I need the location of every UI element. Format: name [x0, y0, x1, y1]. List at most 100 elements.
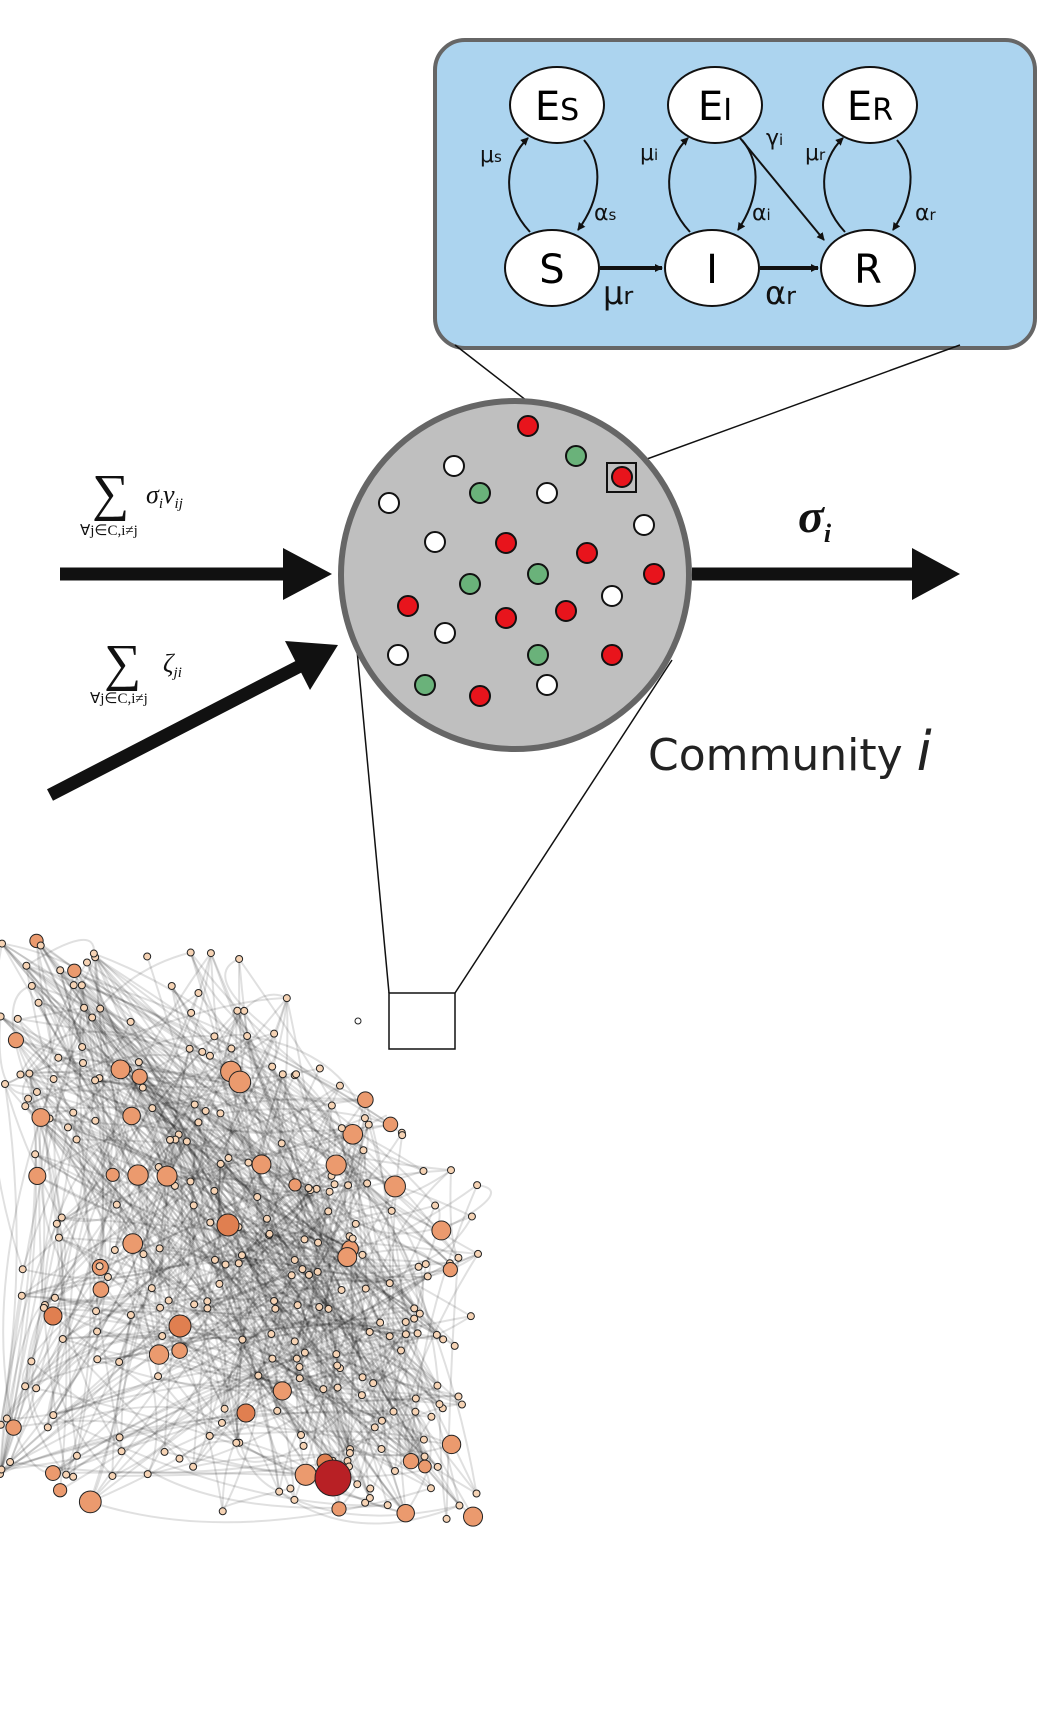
individual	[495, 607, 517, 629]
rate: μr	[603, 274, 633, 312]
network-node	[78, 1490, 102, 1514]
edge	[207, 1182, 369, 1303]
edge	[52, 1078, 208, 1303]
network-node	[7, 1032, 24, 1049]
network-node	[91, 1076, 100, 1085]
network-node	[342, 1124, 364, 1145]
edge	[93, 952, 244, 1340]
edge	[86, 962, 209, 1302]
edge	[127, 1068, 452, 1172]
edge	[55, 1223, 123, 1452]
network-node	[216, 1159, 225, 1168]
edge	[238, 1262, 322, 1320]
network-node	[268, 1354, 277, 1363]
edge	[273, 1300, 383, 1422]
network-node	[357, 1091, 374, 1109]
network-node	[292, 1354, 301, 1363]
edge	[294, 1340, 463, 1406]
network-node	[189, 1201, 198, 1210]
edge	[255, 1164, 305, 1447]
edge	[34, 1153, 351, 1250]
network-node	[117, 1447, 126, 1456]
network-node	[353, 1480, 362, 1489]
network-node	[52, 1219, 61, 1228]
edge	[72, 1276, 109, 1477]
edge	[4, 1083, 359, 1485]
edge	[62, 1338, 459, 1398]
network-node	[92, 1281, 110, 1298]
edge	[390, 1210, 424, 1314]
edge	[236, 1010, 341, 1509]
edge	[296, 1127, 343, 1270]
network-node	[201, 1107, 210, 1116]
edge	[246, 1035, 425, 1441]
network-node	[270, 1029, 279, 1038]
edge	[285, 997, 339, 1366]
edge	[170, 985, 222, 1114]
edge	[22, 1217, 268, 1280]
edge	[52, 1104, 196, 1416]
edge	[209, 952, 474, 1518]
network-node	[126, 1310, 135, 1319]
edge	[52, 1315, 472, 1474]
edge	[295, 1271, 328, 1360]
node-label: R	[854, 247, 882, 293]
edge	[235, 1010, 318, 1190]
edge	[67, 1126, 363, 1256]
edge	[65, 1112, 92, 1476]
edge	[36, 1175, 275, 1302]
hub-node	[236, 1403, 256, 1423]
edge	[81, 1046, 259, 1198]
edge	[111, 1139, 171, 1476]
network-node	[351, 1219, 360, 1228]
edge	[112, 1274, 293, 1477]
edge	[89, 1188, 318, 1503]
network-node	[319, 1385, 328, 1394]
edge	[0, 1083, 18, 1425]
network-node	[217, 1418, 226, 1427]
node	[504, 229, 600, 307]
edge	[383, 1332, 419, 1472]
network-node	[62, 1470, 71, 1479]
network-node	[442, 1262, 458, 1278]
network-node	[89, 949, 98, 958]
network-node	[32, 1384, 41, 1393]
network-node	[21, 1102, 30, 1111]
edge	[157, 1166, 245, 1340]
edge	[209, 993, 288, 1057]
edge	[20, 1073, 424, 1172]
edge	[35, 940, 396, 1472]
edge	[96, 1321, 381, 1340]
network-node	[243, 1032, 252, 1041]
edge	[24, 1321, 381, 1388]
edge	[138, 1061, 318, 1190]
network-node	[18, 1265, 27, 1274]
sum-sign: ∑	[104, 635, 141, 692]
network-node	[265, 1229, 274, 1238]
edge	[241, 1237, 354, 1342]
network-node	[190, 1100, 199, 1109]
hub-node	[216, 1213, 240, 1237]
network-node	[63, 1123, 72, 1132]
edge	[89, 1357, 298, 1503]
edge	[241, 1254, 463, 1406]
edge	[25, 965, 55, 1080]
edge	[89, 1134, 180, 1503]
network-node	[361, 1284, 370, 1293]
edge	[170, 985, 319, 1273]
network-node	[293, 1301, 302, 1310]
network-node	[44, 1465, 61, 1481]
network-node	[206, 1218, 215, 1227]
network-node	[103, 1273, 112, 1282]
edge	[97, 1268, 304, 1361]
edge	[31, 984, 188, 1142]
edge	[205, 1035, 232, 1054]
edge	[207, 1268, 451, 1310]
network-node	[330, 1180, 339, 1189]
edge	[0, 1016, 38, 1095]
network-node	[344, 1181, 353, 1190]
individual	[576, 542, 598, 564]
network-node	[189, 1462, 198, 1471]
network-node	[49, 1075, 58, 1084]
edge	[93, 952, 338, 1166]
